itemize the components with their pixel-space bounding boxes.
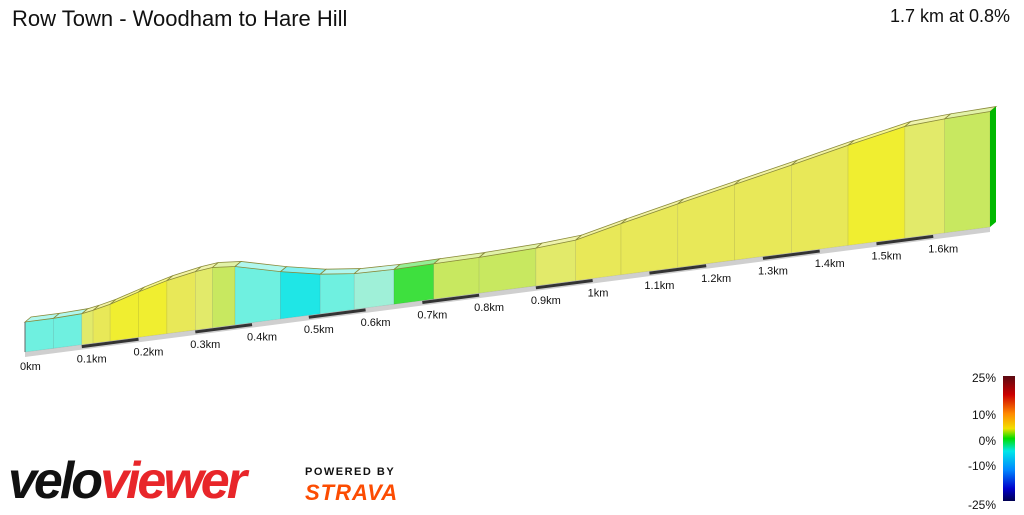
profile-segment (24, 317, 54, 353)
profile-segment (53, 313, 83, 349)
distance-tick-bar (762, 249, 820, 260)
distance-tick-label: 0.3km (190, 339, 220, 351)
distance-tick-label: 0.9km (531, 295, 561, 307)
distance-tick-bar (81, 337, 139, 349)
distance-tick-bar (649, 264, 707, 275)
distance-tick-label: 0.8km (474, 302, 504, 314)
distance-tick-label: 0.5km (304, 324, 334, 336)
gradient-legend-label: 0% (979, 434, 997, 448)
profile-segment (212, 266, 236, 329)
profile-segment (194, 267, 213, 331)
profile-base-edge (25, 227, 990, 357)
profile-segment (109, 291, 139, 342)
distance-tick-label: 1.1km (644, 280, 674, 292)
powered-by-label: POWERED BY (305, 466, 396, 478)
profile-segment (319, 273, 355, 315)
distance-tick-label: 1km (588, 287, 609, 299)
route-title: Row Town - Woodham to Hare Hill (12, 6, 348, 31)
gradient-legend-label: -10% (968, 459, 996, 473)
gradient-legend-label: 25% (972, 371, 996, 385)
profile-segment (280, 271, 321, 320)
distance-tick-label: 0.2km (134, 346, 164, 358)
distance-tick-label: 0.7km (417, 310, 447, 322)
profile-segment (81, 309, 94, 345)
profile-segment (92, 303, 111, 344)
gradient-legend-label: 10% (972, 408, 996, 422)
distance-tick-label: 1.3km (758, 265, 788, 277)
gradient-legend: 25% 10% 0% -10% -25% (968, 371, 1015, 512)
profile-segment (944, 111, 991, 234)
profile-segment (620, 203, 679, 276)
distance-axis: 0km 0.1km 0.2km 0.3km 0.4km 0.5km 0.6km 0.7km 0.… (20, 234, 958, 373)
profile-segment (847, 126, 906, 246)
profile-segment (234, 266, 281, 326)
profile-fill (24, 111, 991, 353)
route-summary: 1.7 km at 0.8% (889, 6, 1010, 26)
veloviewer-logo-text: veloviewer (8, 452, 250, 510)
profile-base (25, 227, 990, 357)
profile-end-cap (990, 106, 996, 227)
distance-tick-label: 0.4km (247, 332, 277, 344)
profile-segment (433, 257, 480, 300)
distance-tick-label: 1.2km (701, 273, 731, 285)
profile-segment (677, 184, 735, 268)
gradient-legend-label: -25% (968, 498, 996, 512)
gradient-legend-bar (1003, 376, 1015, 501)
profile-segment (353, 269, 395, 310)
distance-tick-bar (422, 293, 480, 305)
profile-top-edge (23, 105, 998, 352)
strava-logo[interactable]: STRAVA (305, 480, 399, 505)
distance-tick-label: 1.4km (815, 258, 845, 270)
distance-tick-label: 1.6km (928, 243, 958, 255)
distance-tick-label: 0.6km (361, 317, 391, 329)
distance-tick-bar (308, 308, 366, 319)
distance-tick-label: 1.5km (871, 251, 901, 263)
distance-tick-bar (195, 323, 253, 334)
distance-tick-bar (876, 234, 934, 246)
profile-segment (166, 271, 196, 334)
distance-tick-label: 0.1km (77, 354, 107, 366)
veloviewer-logo[interactable]: veloviewer (8, 450, 293, 515)
profile-segment (393, 263, 435, 305)
profile-segment (904, 118, 945, 239)
distance-tick-label: 0km (20, 361, 41, 373)
distance-tick-bar (535, 278, 593, 290)
